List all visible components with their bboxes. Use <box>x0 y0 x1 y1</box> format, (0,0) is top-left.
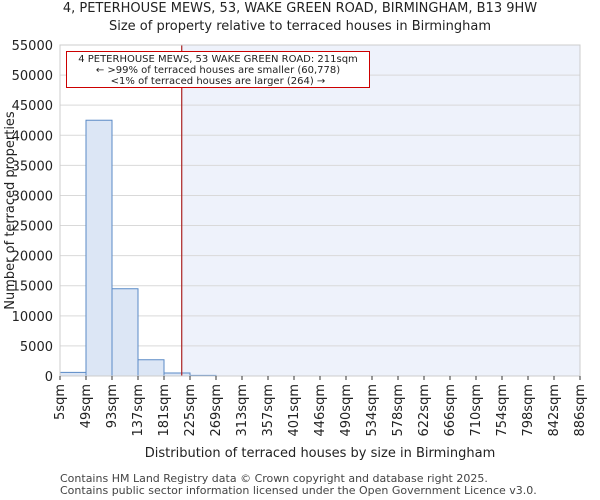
bar <box>137 359 165 377</box>
y-tick-label: 25000 <box>12 220 53 235</box>
y-tick-label: 40000 <box>12 129 53 144</box>
x-tick-label: 754sqm <box>495 384 510 437</box>
x-tick-label: 269sqm <box>209 384 224 437</box>
x-tick-label: 886sqm <box>573 384 588 437</box>
annotation-box: 4 PETERHOUSE MEWS, 53 WAKE GREEN ROAD: 2… <box>66 51 370 88</box>
footer-line1: Contains HM Land Registry data © Crown c… <box>60 472 488 485</box>
y-axis-label: Number of terraced properties <box>3 111 18 310</box>
y-tick-label: 5000 <box>20 340 53 355</box>
y-tick-label: 15000 <box>12 280 53 295</box>
x-tick-label: 49sqm <box>79 384 94 428</box>
x-tick-label: 401sqm <box>287 384 302 437</box>
x-tick-label: 5sqm <box>53 384 68 420</box>
annotation-line2: ← >99% of terraced houses are smaller (6… <box>95 65 341 76</box>
annotation-line3: <1% of terraced houses are larger (264) … <box>110 76 326 87</box>
x-tick-label: 710sqm <box>469 384 484 437</box>
footer-line2: Contains public sector information licen… <box>60 484 537 497</box>
y-tick-label: 35000 <box>12 159 53 174</box>
x-tick-label: 93sqm <box>105 384 120 428</box>
y-tick-label: 50000 <box>12 69 53 84</box>
x-tick-label: 842sqm <box>547 384 562 437</box>
x-tick-label: 225sqm <box>183 384 198 437</box>
x-tick-label: 798sqm <box>521 384 536 437</box>
x-axis-label: Distribution of terraced houses by size … <box>145 446 495 461</box>
x-tick-label: 446sqm <box>313 384 328 437</box>
highlight-region <box>181 45 580 376</box>
x-tick-label: 578sqm <box>391 384 406 437</box>
y-tick-label: 45000 <box>12 99 53 114</box>
x-tick-label: 534sqm <box>365 384 380 437</box>
bar <box>59 371 87 377</box>
bar <box>85 119 113 377</box>
y-tick-label: 30000 <box>12 189 53 204</box>
x-tick-label: 622sqm <box>417 384 432 437</box>
y-tick-label: 55000 <box>12 39 53 54</box>
x-tick-label: 137sqm <box>131 384 146 437</box>
annotation-line1: 4 PETERHOUSE MEWS, 53 WAKE GREEN ROAD: 2… <box>78 54 358 65</box>
chart-title-line2: Size of property relative to terraced ho… <box>108 19 492 34</box>
y-tick-label: 0 <box>45 370 53 385</box>
y-tick-label: 20000 <box>12 250 53 265</box>
x-tick-label: 357sqm <box>261 384 276 437</box>
bar <box>111 288 139 377</box>
x-tick-label: 666sqm <box>443 384 458 437</box>
chart-title-line1: 4, PETERHOUSE MEWS, 53, WAKE GREEN ROAD,… <box>62 1 538 16</box>
x-tick-label: 181sqm <box>157 384 172 437</box>
x-tick-label: 313sqm <box>235 384 250 437</box>
y-tick-label: 10000 <box>12 310 53 325</box>
x-tick-label: 490sqm <box>339 384 354 437</box>
